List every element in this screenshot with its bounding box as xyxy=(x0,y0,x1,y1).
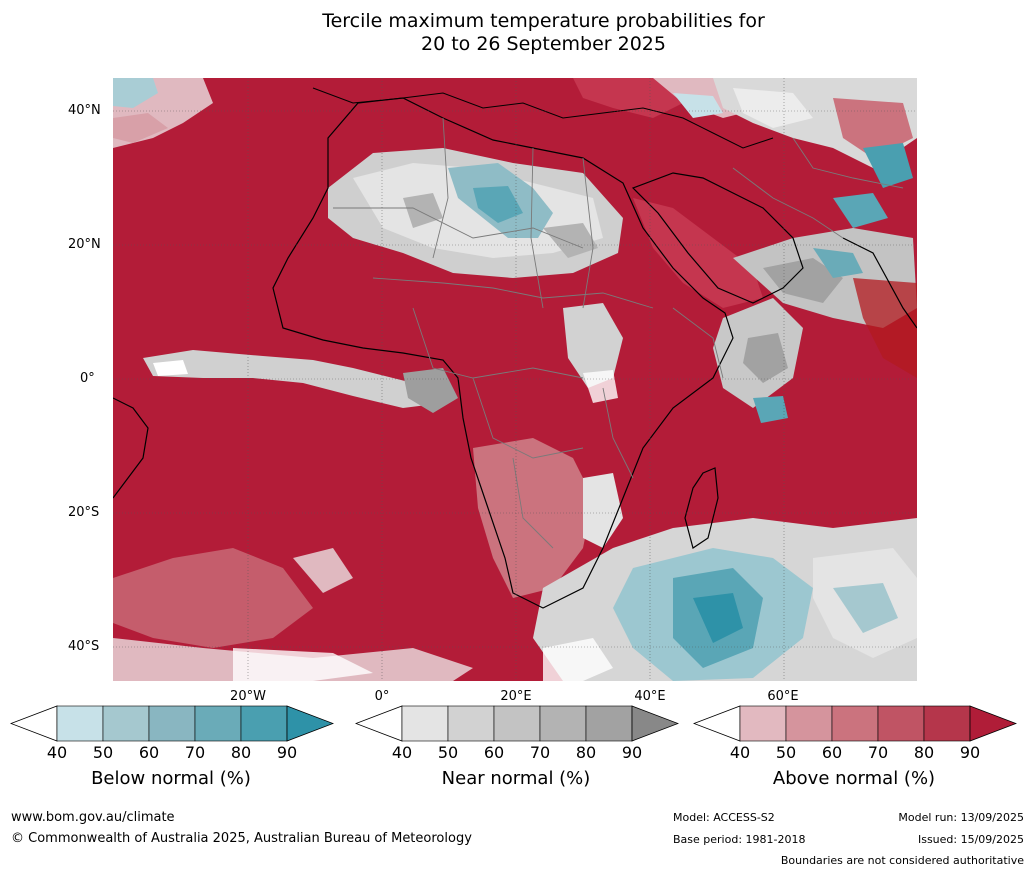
below-normal-tick-label: 90 xyxy=(276,743,298,762)
map-title: Tercile maximum temperature probabilitie… xyxy=(0,10,1035,56)
lon-label-20w: 20°W xyxy=(230,689,266,704)
below-normal-colorbar xyxy=(10,705,334,742)
nw-blue-patch xyxy=(113,78,158,108)
africa-coastline xyxy=(272,97,734,609)
below-normal-legend-title: Below normal (%) xyxy=(91,768,251,789)
boundaries-disclaimer: Boundaries are not considered authoritat… xyxy=(780,854,1024,867)
below-normal-tick-label: 80 xyxy=(230,743,252,762)
below-normal-tick-label: 60 xyxy=(138,743,160,762)
above-normal-tick-label: 40 xyxy=(729,743,751,762)
probability-map xyxy=(113,78,917,681)
base-period: Base period: 1981-2018 xyxy=(673,833,806,846)
above-normal-tick-label: 50 xyxy=(775,743,797,762)
above-normal-tick-label: 60 xyxy=(821,743,843,762)
below-normal-tick-label: 70 xyxy=(184,743,206,762)
below-normal-bin-3 xyxy=(194,705,242,742)
below-normal-bin-0 xyxy=(56,705,104,742)
lat-label-40s: 40°S xyxy=(68,639,100,654)
near-normal-tick-label: 60 xyxy=(483,743,505,762)
near-normal-bin-3 xyxy=(539,705,587,742)
near-normal-tick-label: 50 xyxy=(437,743,459,762)
above-normal-bin-1 xyxy=(785,705,833,742)
above-normal-tick-label: 80 xyxy=(913,743,935,762)
above-normal-colorbar xyxy=(693,705,1017,742)
lon-label-60e: 60°E xyxy=(767,689,799,704)
title-line-2: 20 to 26 September 2025 xyxy=(421,33,666,55)
lon-label-40e: 40°E xyxy=(634,689,666,704)
madagascar-coastline xyxy=(684,467,719,549)
model-name: Model: ACCESS-S2 xyxy=(673,811,775,824)
near-normal-extend-low xyxy=(355,705,403,742)
model-run-date: Model run: 13/09/2025 xyxy=(898,811,1024,824)
above-normal-bin-4 xyxy=(923,705,971,742)
below-normal-bin-4 xyxy=(240,705,288,742)
near-normal-legend-title: Near normal (%) xyxy=(441,768,591,789)
below-normal-bin-1 xyxy=(102,705,150,742)
near-normal-tick-label: 80 xyxy=(575,743,597,762)
above-normal-extend-high xyxy=(969,705,1017,742)
country-borders xyxy=(333,117,904,549)
lon-label-0: 0° xyxy=(374,689,390,704)
near-normal-bin-2 xyxy=(493,705,541,742)
above-normal-extend-low xyxy=(693,705,741,742)
below-normal-tick-label: 50 xyxy=(92,743,114,762)
near-normal-extend-high xyxy=(631,705,679,742)
below-normal-tick-label: 40 xyxy=(46,743,68,762)
below-normal-extend-high xyxy=(286,705,334,742)
lat-label-20n: 20°N xyxy=(68,237,101,252)
above-normal-bin-0 xyxy=(739,705,787,742)
india-coastline xyxy=(842,237,917,329)
graticule xyxy=(113,78,917,681)
near-normal-colorbar xyxy=(355,705,679,742)
lat-label-20s: 20°S xyxy=(68,505,100,520)
south-america-coastline xyxy=(113,397,149,499)
near-normal-tick-label: 90 xyxy=(621,743,643,762)
lat-label-equator: 0° xyxy=(80,371,95,386)
arabia-coastline xyxy=(631,172,804,304)
copyright-notice: © Commonwealth of Australia 2025, Austra… xyxy=(11,831,472,846)
website-link[interactable]: www.bom.gov.au/climate xyxy=(11,810,175,825)
above-normal-tick-label: 90 xyxy=(959,743,981,762)
below-normal-bin-2 xyxy=(148,705,196,742)
europe-coastline xyxy=(312,87,774,149)
near-normal-bin-0 xyxy=(401,705,449,742)
near-normal-bin-1 xyxy=(447,705,495,742)
above-normal-legend-title: Above normal (%) xyxy=(772,768,936,789)
near-normal-tick-label: 40 xyxy=(391,743,413,762)
lon-label-20e: 20°E xyxy=(500,689,532,704)
near-normal-bin-4 xyxy=(585,705,633,742)
issued-date: Issued: 15/09/2025 xyxy=(917,833,1024,846)
title-line-1: Tercile maximum temperature probabilitie… xyxy=(322,10,765,32)
below-normal-extend-low xyxy=(10,705,58,742)
above-normal-bin-2 xyxy=(831,705,879,742)
lat-label-40n: 40°N xyxy=(68,103,101,118)
near-normal-tick-label: 70 xyxy=(529,743,551,762)
above-normal-tick-label: 70 xyxy=(867,743,889,762)
above-normal-bin-3 xyxy=(877,705,925,742)
